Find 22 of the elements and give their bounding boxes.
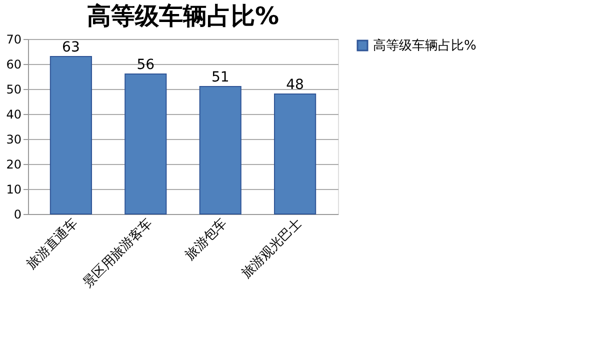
data-label: 51 [211,70,230,86]
y-tick-label: 20 [6,158,22,172]
chart-title: 高等级车辆占比% [86,2,280,30]
y-tick-label: 0 [14,208,22,222]
data-label: 63 [62,40,80,56]
y-tick-label: 40 [6,108,22,122]
x-tick-label: 景区用旅游客车 [80,215,156,291]
bar [274,94,316,214]
bar [124,74,167,214]
x-tick-label: 旅游包车 [182,216,230,264]
bar [50,56,92,214]
y-tick-label: 30 [6,132,22,146]
y-tick-label: 10 [6,182,22,196]
bar [199,86,242,214]
data-label: 48 [286,77,304,93]
y-tick-label: 60 [6,58,22,72]
y-tick-label: 70 [6,32,22,46]
x-tick-label: 旅游观光巴士 [239,216,305,282]
data-label: 56 [136,57,155,73]
legend-label: 高等级车辆占比% [373,38,476,54]
y-tick-label: 50 [6,82,22,96]
x-tick-label: 旅游直通车 [24,216,81,272]
